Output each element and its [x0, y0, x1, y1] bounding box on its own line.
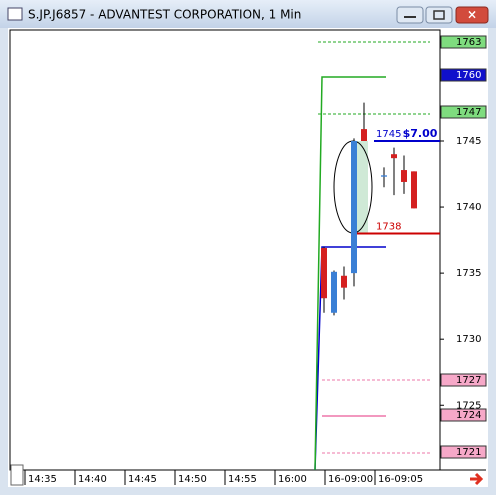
plot-area [9, 29, 441, 471]
level-tag-label: 1724 [456, 410, 481, 421]
level-tag [440, 35, 487, 49]
annotation: $7.00 [403, 127, 438, 140]
x-tick-label: 14:55 [228, 474, 257, 485]
scroll-box[interactable] [10, 464, 24, 486]
level-tag-label: 1763 [456, 37, 481, 48]
candle-body [341, 275, 347, 288]
candle-body [401, 170, 407, 182]
level-tag-label: 1760 [456, 70, 481, 81]
candle-body [361, 129, 367, 141]
x-tick-label: 16-09:00 [328, 474, 373, 485]
candle-body [351, 140, 357, 274]
level-tag [440, 105, 487, 119]
candle-body [331, 271, 337, 313]
candle-body [411, 171, 417, 209]
close-button[interactable] [455, 6, 489, 24]
highlight-zone [354, 141, 368, 233]
level-tag [440, 408, 487, 422]
level-tag-label: 1727 [456, 375, 481, 386]
window-icon [7, 7, 23, 21]
candle-body [321, 248, 327, 299]
level-label: 1738 [376, 221, 401, 232]
y-tick-label: 1725 [456, 400, 481, 411]
indicator-line [314, 76, 386, 471]
maximize-button[interactable] [425, 6, 453, 24]
y-tick-label: 1730 [456, 334, 481, 345]
x-tick-label: 16-09:05 [378, 474, 423, 485]
candle-body [381, 175, 387, 177]
level-tag-label: 1721 [456, 447, 481, 458]
level-tag [440, 445, 487, 459]
level-tag-label: 1747 [456, 107, 481, 118]
level-tag [440, 68, 487, 82]
close-icon: × [467, 8, 477, 22]
y-tick-label: 1740 [456, 202, 481, 213]
x-tick-label: 16:00 [278, 474, 307, 485]
x-tick-label: 14:40 [78, 474, 107, 485]
x-tick-label: 14:45 [128, 474, 157, 485]
window-title: S.JP.J6857 - ADVANTEST CORPORATION, 1 Mi… [28, 8, 301, 22]
x-tick-label: 14:35 [28, 474, 57, 485]
scroll-arrow[interactable] [470, 472, 484, 486]
level-label: 1745 [376, 129, 401, 140]
level-tag [440, 373, 487, 387]
indicator-line [314, 246, 386, 471]
y-tick-label: 1735 [456, 268, 481, 279]
candle-body [391, 154, 397, 159]
x-tick-label: 14:50 [178, 474, 207, 485]
maximize-icon [433, 10, 445, 20]
minimize-button[interactable] [396, 6, 424, 24]
y-tick-label: 1745 [456, 136, 481, 147]
